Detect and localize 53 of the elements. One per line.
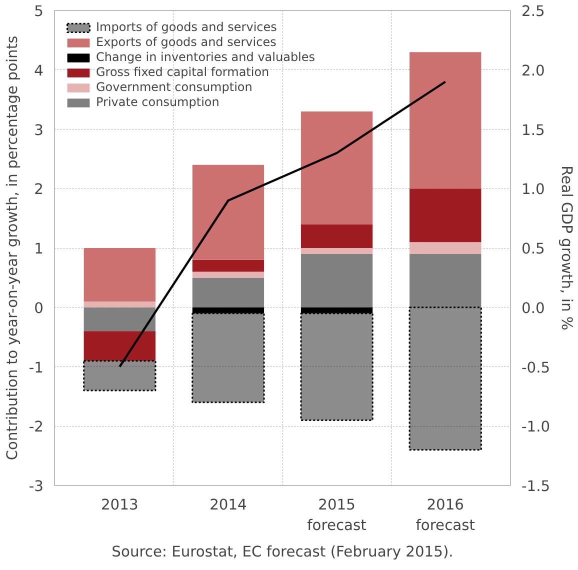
y-tick-label: 4 — [34, 62, 44, 80]
y-axis-title: Contribution to year-on-year growth, in percentage points — [4, 36, 21, 460]
y2-tick-label: -1.0 — [522, 418, 550, 436]
y-tick-label: -3 — [28, 478, 44, 495]
bar — [192, 278, 264, 308]
legend-label: Private consumption — [96, 95, 220, 109]
x-tick-label: 2013 — [100, 496, 138, 514]
y2-axis-title: Real GDP growth, in % — [558, 166, 576, 330]
legend-label: Change in inventories and valuables — [96, 50, 316, 64]
bar — [84, 331, 156, 361]
legend-label: Government consumption — [96, 80, 252, 94]
bar — [192, 307, 264, 314]
y2-tick-label: 1.0 — [522, 181, 545, 198]
bar — [192, 272, 264, 278]
y2-tick-label: 0.0 — [522, 300, 545, 317]
legend-label: Imports of goods and services — [96, 20, 277, 34]
bar — [300, 307, 373, 314]
bar — [408, 306, 482, 451]
source-note: Source: Eurostat, EC forecast (February 2015). — [112, 544, 454, 560]
bar — [192, 260, 264, 272]
y2-tick-label: -1.5 — [522, 478, 550, 495]
y2-tick-label: 0.5 — [522, 240, 545, 258]
y2-tick-label: -0.5 — [522, 359, 550, 376]
bar — [410, 242, 482, 254]
y2-tick-label: 2.5 — [522, 3, 545, 20]
y-tick-label: -1 — [28, 359, 44, 376]
bar — [410, 188, 482, 242]
bar — [83, 360, 156, 392]
bar — [300, 312, 374, 421]
y-tick-label: 2 — [34, 181, 44, 198]
bar — [300, 111, 373, 224]
y-tick-label: -2 — [28, 418, 44, 436]
x-tick-label: 2015 forecast — [307, 496, 367, 534]
bar — [300, 224, 373, 248]
y-tick-label: 1 — [34, 240, 44, 258]
legend-label: Gross fixed capital formation — [96, 65, 270, 79]
bar — [84, 307, 156, 332]
bar — [84, 301, 156, 308]
bar — [410, 52, 482, 189]
legend-label: Exports of goods and services — [96, 35, 276, 49]
bar — [192, 312, 265, 404]
bar — [84, 248, 156, 302]
y-tick-label: 0 — [34, 300, 44, 317]
bar — [410, 254, 482, 308]
y-tick-label: 3 — [34, 122, 44, 139]
y-tick-label: 5 — [34, 3, 44, 20]
y2-tick-label: 1.5 — [522, 122, 545, 139]
bar — [300, 248, 373, 254]
y2-tick-label: 2.0 — [522, 62, 545, 80]
bar — [192, 164, 264, 260]
x-tick-label: 2016 forecast — [416, 496, 476, 534]
bar — [300, 254, 373, 308]
x-tick-label: 2014 — [210, 496, 247, 514]
